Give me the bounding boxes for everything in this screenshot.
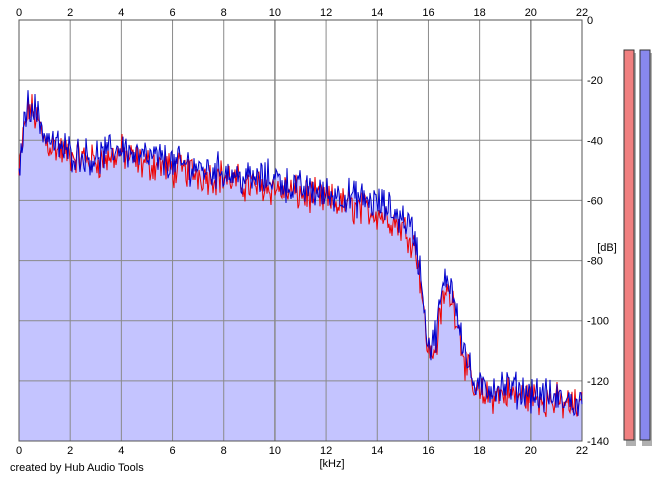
plot-frame (18, 19, 583, 442)
x-tick-label-bottom: 10 (269, 445, 281, 457)
x-tick-label-top: 12 (320, 7, 332, 19)
y-tick-label: -120 (587, 376, 609, 388)
spectrum-line-layer (18, 90, 583, 419)
y-tick-label: 0 (587, 15, 593, 27)
x-axis-label: [kHz] (319, 458, 344, 470)
x-tick-label-bottom: 2 (67, 445, 73, 457)
tick-label-layer: 002244668810101212141416161818202022220-… (16, 7, 609, 457)
x-tick-label-top: 16 (422, 7, 434, 19)
x-tick-label-bottom: 22 (576, 445, 588, 457)
series-right-channel (18, 90, 583, 417)
x-tick-label-top: 18 (474, 7, 486, 19)
x-tick-label-top: 22 (576, 7, 588, 19)
y-tick-label: -140 (587, 436, 609, 448)
y-tick-label: -100 (587, 316, 609, 328)
x-tick-label-top: 6 (169, 7, 175, 19)
level-meters (623, 49, 652, 446)
footer-credit: created by Hub Audio Tools (10, 462, 144, 474)
x-tick-label-top: 14 (371, 7, 383, 19)
x-tick-label-top: 20 (525, 7, 537, 19)
series-left-channel (18, 94, 583, 419)
x-tick-label-top: 2 (67, 7, 73, 19)
y-tick-label: -20 (587, 75, 603, 87)
x-tick-label-bottom: 4 (118, 445, 124, 457)
spectrum-fill-layer (19, 90, 582, 441)
y-axis-label: [dB] (597, 242, 617, 254)
x-tick-label-top: 4 (118, 7, 124, 19)
x-tick-label-bottom: 6 (169, 445, 175, 457)
x-tick-label-bottom: 0 (16, 445, 22, 457)
level-meter-right (639, 49, 651, 441)
x-tick-label-bottom: 14 (371, 445, 383, 457)
x-tick-label-bottom: 18 (474, 445, 486, 457)
level-meter-left (623, 49, 635, 441)
x-tick-label-top: 10 (269, 7, 281, 19)
y-tick-label: -40 (587, 135, 603, 147)
y-tick-label: -80 (587, 256, 603, 268)
x-tick-label-bottom: 8 (221, 445, 227, 457)
y-tick-label: -60 (587, 195, 603, 207)
x-tick-label-top: 8 (221, 7, 227, 19)
x-tick-label-top: 0 (16, 7, 22, 19)
grid-layer (18, 19, 583, 442)
spectrum-fill-area (19, 90, 582, 441)
x-tick-label-bottom: 20 (525, 445, 537, 457)
x-tick-label-bottom: 12 (320, 445, 332, 457)
x-tick-label-bottom: 16 (422, 445, 434, 457)
